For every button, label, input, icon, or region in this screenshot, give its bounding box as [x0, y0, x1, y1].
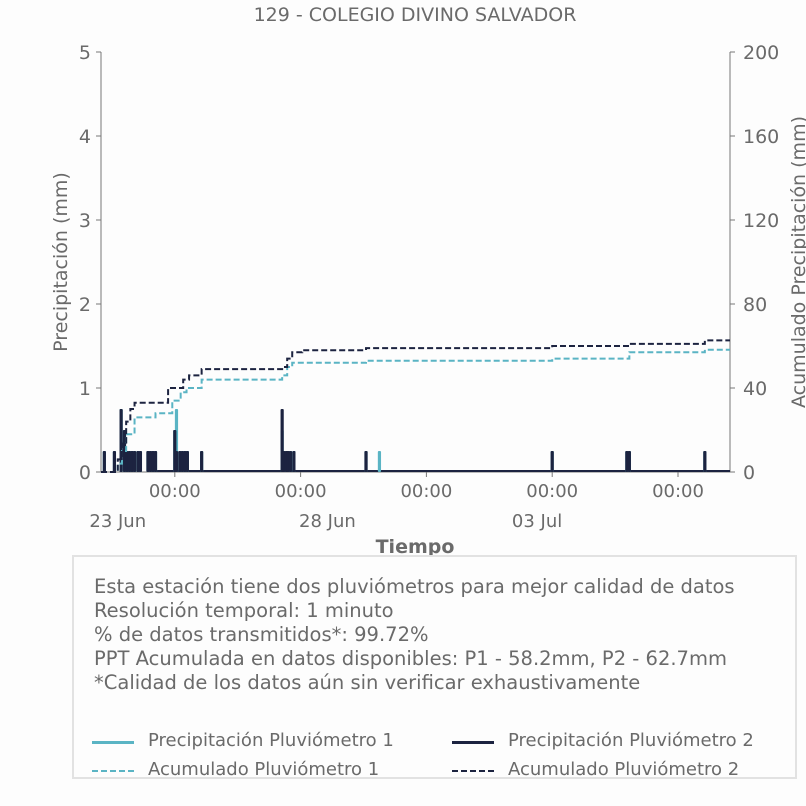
- chart-title: 129 - COLEGIO DIVINO SALVADOR: [254, 4, 577, 26]
- x-date-label: 03 Jul: [512, 511, 562, 532]
- y-tick-label-right: 0: [743, 462, 755, 484]
- legend-swatch-p1: [92, 741, 134, 744]
- info-box: Esta estación tiene dos pluviómetros par…: [72, 555, 797, 780]
- x-date-label: 28 Jun: [299, 511, 356, 532]
- x-tick-label: 00:00: [526, 481, 578, 502]
- precip-bar-p2: [627, 451, 631, 472]
- y-tick-label-left: 5: [79, 42, 91, 64]
- y-tick-label-left: 4: [79, 126, 91, 148]
- y-tick-label-left: 1: [79, 378, 91, 400]
- precip-bar-p2: [292, 451, 296, 472]
- precip-bar-p2: [364, 451, 368, 472]
- precip-bar-p2: [200, 451, 204, 472]
- precip-bar-p2: [112, 451, 117, 472]
- x-tick-label: 00:00: [400, 481, 452, 502]
- x-tick-label: 00:00: [149, 481, 201, 502]
- precip-bar-p2: [102, 451, 106, 472]
- plot-area: 0 1 2 3 4 5 0 40 80 120 160 200 00:00 00:00 00:00 00:00…: [79, 42, 779, 532]
- y-axis-label-left: Precipitación (mm): [50, 172, 72, 352]
- precip-bar-p2: [148, 451, 153, 472]
- precip-bar-p2: [183, 451, 187, 472]
- info-line-accumulated: PPT Acumulada en datos disponibles: P1 -…: [94, 647, 727, 670]
- y-tick-label-right: 40: [743, 378, 767, 400]
- x-date-label: 23 Jun: [89, 511, 146, 532]
- y-tick-label-left: 2: [79, 294, 91, 316]
- precip-bar-p2: [288, 451, 293, 472]
- accumulated-line-p1: [101, 348, 730, 473]
- info-line-resolution: Resolución temporal: 1 minuto: [94, 599, 394, 622]
- info-line-quality-note: *Calidad de los datos aún sin verificar …: [94, 671, 641, 694]
- precip-bar-p2: [127, 451, 132, 472]
- y-tick-label-left: 0: [79, 462, 91, 484]
- precip-bar-p2: [703, 451, 707, 472]
- precip-bar-p2: [178, 451, 182, 472]
- precip-bar-p2: [625, 451, 629, 472]
- precip-bar-p2: [138, 451, 143, 472]
- precip-bar-p2: [550, 451, 554, 472]
- y-tick-label-right: 80: [743, 294, 767, 316]
- precip-bar-p2: [125, 451, 129, 472]
- y-tick-label-right: 160: [743, 126, 779, 148]
- legend-swatch-acc2: [452, 770, 494, 772]
- x-tick-label: 00:00: [652, 481, 704, 502]
- precip-bar-p2: [130, 451, 134, 472]
- precip-bar-p2: [136, 451, 140, 472]
- precip-bar-p2: [286, 451, 290, 472]
- legend-label-acc1: Acumulado Pluviómetro 1: [148, 759, 380, 780]
- legend-label-p2: Precipitación Pluviómetro 2: [508, 730, 754, 751]
- legend-swatch-acc1: [92, 770, 134, 772]
- precip-bar-p2: [132, 451, 137, 472]
- precip-bar-p2: [185, 451, 189, 472]
- legend-swatch-p2: [452, 741, 494, 744]
- info-line-transmitted: % de datos transmitidos*: 99.72%: [94, 623, 429, 646]
- legend-label-p1: Precipitación Pluviómetro 1: [148, 730, 394, 751]
- y-tick-label-left: 3: [79, 210, 91, 232]
- y-axis-label-right: Acumulado Precipitación (mm): [788, 116, 806, 408]
- precip-bar-p1: [377, 451, 382, 472]
- precip-bar-p2: [174, 451, 179, 472]
- x-axis-label: Tiempo: [376, 536, 455, 558]
- rainfall-chart: 129 - COLEGIO DIVINO SALVADOR 0 1 2 3 4 5 0 40 8…: [50, 4, 806, 558]
- precip-bar-p2: [151, 451, 155, 472]
- precip-bar-p2: [180, 451, 184, 472]
- precip-bar-p2: [146, 451, 150, 472]
- y-tick-label-right: 120: [743, 210, 779, 232]
- legend-label-acc2: Acumulado Pluviómetro 2: [508, 759, 740, 780]
- precip-bar-p2: [282, 451, 286, 472]
- y-tick-label-right: 200: [743, 42, 779, 64]
- x-tick-label: 00:00: [275, 481, 327, 502]
- precip-bar-p2: [153, 451, 158, 472]
- accumulated-line-p2: [101, 339, 730, 473]
- info-line-stations: Esta estación tiene dos pluviómetros par…: [94, 575, 735, 598]
